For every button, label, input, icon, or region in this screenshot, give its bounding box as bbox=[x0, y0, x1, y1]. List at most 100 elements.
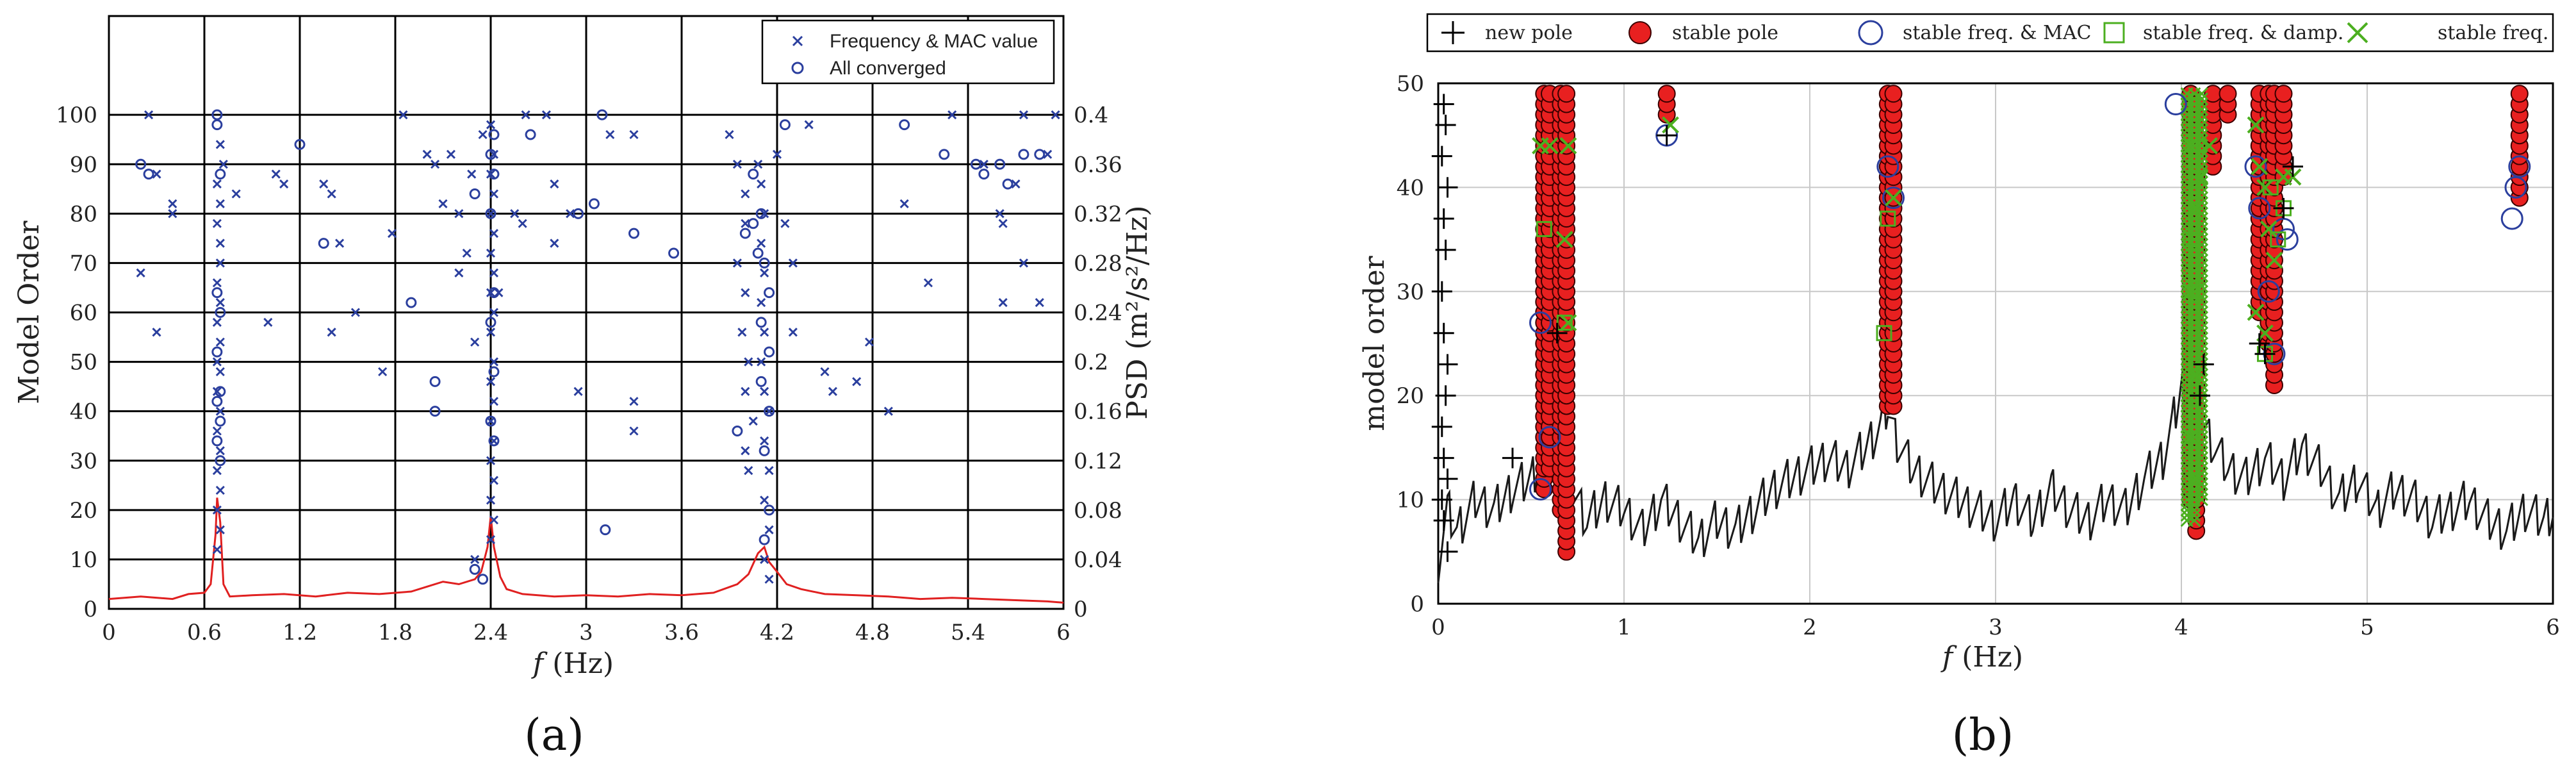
stable-freq-marker bbox=[1555, 231, 1573, 249]
converged-marker bbox=[755, 376, 767, 387]
new-pole-marker bbox=[1502, 447, 1523, 468]
stable-freq-mac-marker bbox=[1876, 155, 1899, 178]
freq-mac-marker bbox=[629, 397, 639, 406]
converged-marker bbox=[211, 395, 223, 407]
freq-mac-marker bbox=[212, 426, 222, 436]
converged-marker bbox=[406, 297, 417, 308]
legend-box bbox=[1426, 13, 2554, 53]
y-tick-label: 40 bbox=[1397, 175, 1424, 201]
legend-label: All converged bbox=[830, 58, 946, 79]
y-tick-label: 100 bbox=[56, 103, 97, 128]
stable-freq-marker bbox=[2195, 331, 2208, 345]
stable-freq-marker bbox=[2195, 134, 2208, 147]
x-axis-label-unit: (Hz) bbox=[543, 647, 614, 680]
stable-freq-marker bbox=[2195, 472, 2208, 486]
converged-marker bbox=[215, 169, 226, 180]
y2-tick-label: 0.04 bbox=[1074, 547, 1122, 573]
stable-freq-damp-marker bbox=[2270, 231, 2286, 248]
legend-damp-marker bbox=[2103, 22, 2125, 44]
converged-marker bbox=[215, 415, 226, 427]
freq-mac-marker bbox=[152, 169, 161, 179]
stable-freq-marker bbox=[2195, 316, 2208, 329]
freq-mac-marker bbox=[212, 278, 222, 288]
legend-new-pole-marker bbox=[1441, 21, 1464, 44]
stable-freq-marker bbox=[2195, 285, 2208, 298]
converged-marker bbox=[143, 169, 154, 180]
converged-marker bbox=[970, 158, 981, 170]
stable-freq-marker bbox=[2195, 103, 2208, 116]
freq-mac-marker bbox=[478, 129, 488, 140]
stable-freq-marker bbox=[1559, 137, 1577, 154]
converged-marker bbox=[779, 119, 791, 131]
freq-mac-marker bbox=[541, 110, 551, 120]
freq-mac-marker bbox=[1043, 149, 1053, 159]
stable-freq-marker bbox=[2195, 311, 2208, 324]
freq-mac-marker bbox=[144, 110, 154, 120]
stable-freq-marker bbox=[2195, 321, 2208, 335]
converged-marker bbox=[135, 158, 147, 170]
freq-mac-marker bbox=[760, 386, 769, 396]
stable-freq-marker bbox=[2195, 279, 2208, 293]
y-axis-label: Model Order bbox=[13, 220, 45, 404]
x-tick-label: 1.2 bbox=[283, 620, 317, 645]
chart-panel-a: 0 0.6 1.2 1.8 2.4 3 3.6 4.2 4.8 5.4 60102030405060… bbox=[13, 15, 1154, 761]
stable-freq-marker bbox=[2195, 425, 2208, 439]
freq-mac-marker bbox=[462, 248, 472, 258]
stable-freq-marker bbox=[2195, 259, 2208, 272]
converged-marker bbox=[488, 169, 500, 180]
freq-mac-marker bbox=[760, 268, 769, 278]
stable-pole-marker bbox=[1657, 85, 1676, 103]
converged-marker bbox=[294, 138, 306, 150]
x-tick-label: 3 bbox=[579, 620, 593, 645]
converged-marker bbox=[732, 426, 743, 436]
legend-stable-pole-marker bbox=[1628, 21, 1652, 44]
converged-marker bbox=[764, 346, 775, 358]
freq-mac-marker bbox=[454, 268, 464, 278]
new-pole-marker bbox=[1435, 114, 1456, 135]
freq-mac-marker bbox=[744, 357, 753, 367]
stable-freq-damp-marker bbox=[1876, 325, 1892, 342]
converged-marker bbox=[759, 534, 770, 545]
stable-freq-marker bbox=[2187, 470, 2205, 488]
x-tick-label: 5 bbox=[2360, 615, 2374, 640]
freq-mac-marker bbox=[218, 160, 228, 169]
freq-mac-marker bbox=[470, 554, 480, 564]
stable-freq-mac-marker bbox=[2244, 155, 2267, 178]
freq-mac-marker bbox=[741, 446, 750, 456]
converged-marker bbox=[764, 504, 775, 516]
x-tick-label: 0.6 bbox=[187, 620, 222, 645]
stable-freq-marker bbox=[2195, 378, 2208, 392]
stable-freq-marker bbox=[2195, 488, 2208, 501]
converged-marker bbox=[469, 563, 480, 575]
y2-tick-label: 0.36 bbox=[1074, 152, 1122, 178]
stable-freq-marker bbox=[2195, 248, 2208, 262]
stable-freq-marker bbox=[2195, 191, 2208, 204]
stable-freq-marker bbox=[2195, 87, 2208, 101]
freq-mac-marker bbox=[864, 337, 874, 347]
freq-mac-marker bbox=[212, 179, 222, 189]
psd-line bbox=[108, 497, 1064, 604]
freq-mac-marker bbox=[804, 120, 814, 129]
y2-tick-label: 0.08 bbox=[1074, 498, 1122, 524]
freq-mac-marker bbox=[788, 327, 798, 337]
stable-freq-mac-marker bbox=[2508, 155, 2531, 178]
freq-mac-marker bbox=[212, 317, 222, 327]
converged-marker bbox=[739, 228, 751, 239]
freq-mac-marker bbox=[764, 525, 774, 535]
stable-freq-marker bbox=[1885, 189, 1902, 207]
x-axis-label: f (Hz) bbox=[531, 647, 614, 680]
converged-marker bbox=[668, 247, 680, 259]
converged-marker bbox=[215, 455, 226, 467]
y2-tick-label: 0.12 bbox=[1074, 449, 1122, 474]
converged-marker bbox=[759, 445, 770, 456]
freq-mac-marker bbox=[744, 466, 753, 476]
freq-mac-marker bbox=[446, 149, 455, 159]
y2-tick-label: 0.4 bbox=[1074, 103, 1108, 128]
stable-freq-mac-marker bbox=[1538, 426, 1561, 449]
stable-freq-marker bbox=[2195, 451, 2208, 465]
new-pole-marker bbox=[1435, 239, 1456, 260]
stable-freq-marker bbox=[2195, 347, 2208, 361]
stable-freq-mac-marker bbox=[2272, 217, 2295, 240]
freq-mac-marker bbox=[741, 189, 750, 199]
stable-freq-marker bbox=[2201, 137, 2218, 154]
